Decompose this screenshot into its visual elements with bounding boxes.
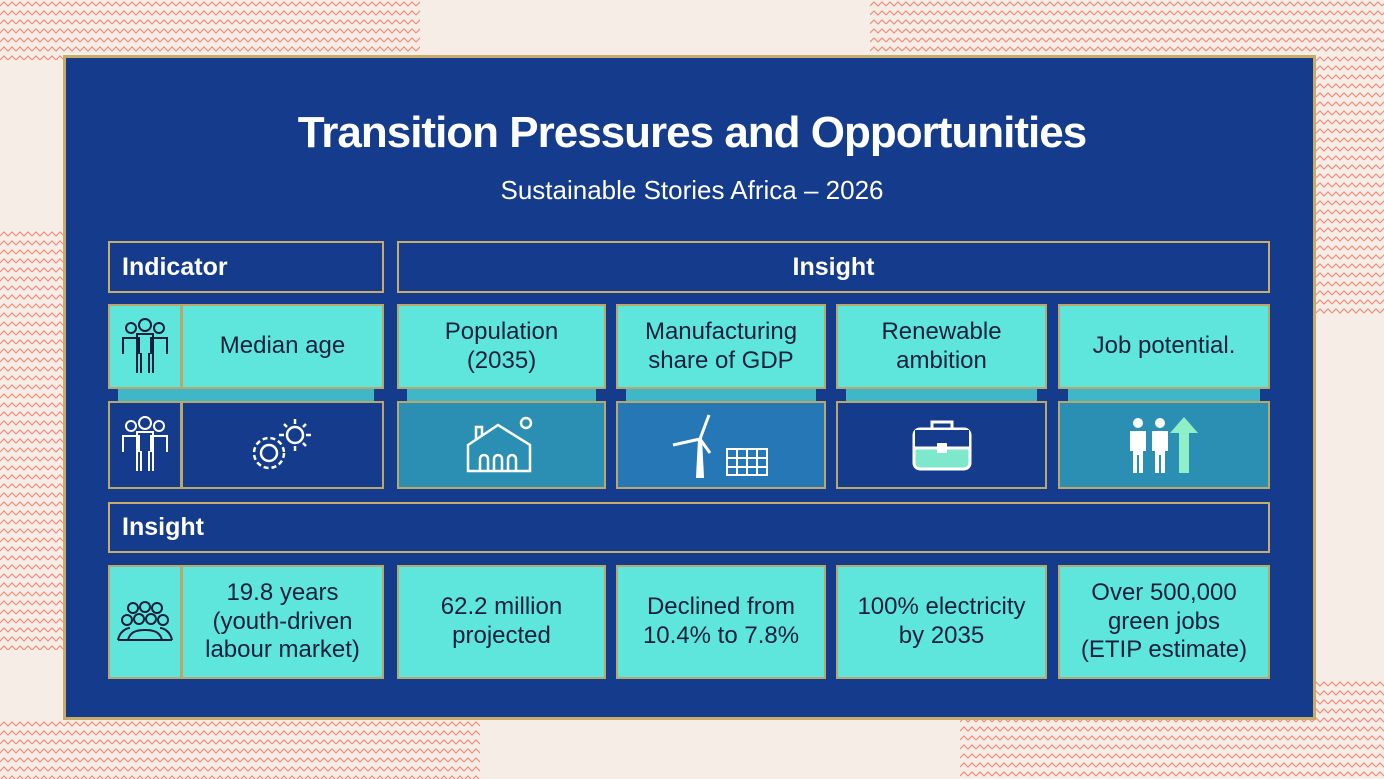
zigzag-pattern-top-left [0,0,420,60]
page-subtitle: Sustainable Stories Africa – 2026 [500,175,884,205]
tab-connector [1068,389,1260,401]
zigzag-pattern-left [0,230,63,650]
zigzag-pattern-top-right [870,0,1384,55]
tab-connector [118,389,374,401]
manufacturing-icon-cell [616,401,826,489]
value-text: 19.8 years (youth-driven labour market) [205,578,360,664]
label-text: Manufacturing share of GDP [644,317,798,374]
tab-connector [407,389,596,401]
label-text: Renewable ambition [881,317,1002,374]
insight-header-label: Insight [792,252,875,281]
label-text: Population (2035) [444,317,559,374]
zigzag-pattern-bottom-left [0,720,480,779]
tab-connector [626,389,816,401]
median-age-people-cell [108,401,182,489]
insight-row-label: Insight [122,513,204,541]
insight-value-manufacturing: Declined from 10.4% to 7.8% [616,565,826,679]
label-text: Job potential. [1092,332,1236,360]
value-text: 100% electricity by 2035 [857,593,1026,649]
people-group-icon [122,416,168,471]
people-group-icon [122,317,168,373]
indicator-label-jobs: Job potential. [1058,304,1270,389]
label-text: Median age [219,332,346,360]
tab-connector [846,389,1037,401]
zigzag-pattern-right [1316,55,1384,315]
indicator-header-label: Indicator [122,252,228,281]
value-text: Declined from 10.4% to 7.8% [642,593,800,649]
median-age-icon-cell [181,401,384,489]
insight-value-renewable: 100% electricity by 2035 [836,565,1047,679]
insight-value-median-age: 19.8 years (youth-driven labour market) [181,565,384,679]
indicator-label-population: Population (2035) [397,304,606,389]
house-icon [466,416,532,473]
wind-turbine-solar-icon [672,414,768,478]
insight-row-header: Insight [108,502,1270,553]
value-text: Over 500,000 green jobs (ETIP estimate) [1080,578,1248,664]
gear-sun-icon [252,419,311,470]
median-age-crowd-icon-cell [108,565,182,679]
indicator-label-median-age: Median age [181,304,384,389]
people-arrow-up-icon [1130,417,1198,473]
insight-value-jobs: Over 500,000 green jobs (ETIP estimate) [1058,565,1270,679]
median-age-icon-cell [108,304,182,389]
crowd-icon [117,601,173,641]
page-title: Transition Pressures and Opportunities [297,108,1087,157]
insight-value-population: 62.2 million projected [397,565,606,679]
value-text: 62.2 million projected [440,593,563,649]
indicator-header: Indicator [108,241,384,293]
insight-header: Insight [397,241,1270,293]
population-icon-cell [397,401,606,489]
jobs-icon-cell [1058,401,1270,489]
indicator-label-manufacturing: Manufacturing share of GDP [616,304,826,389]
renewable-icon-cell [836,401,1047,489]
briefcase-icon [912,420,971,471]
indicator-label-renewable: Renewable ambition [836,304,1047,389]
